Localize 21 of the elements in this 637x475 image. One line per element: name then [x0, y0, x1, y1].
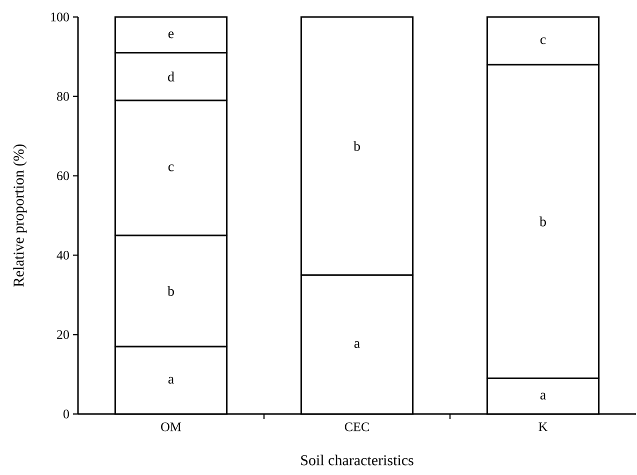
y-tick-label: 100: [51, 12, 69, 22]
x-axis-title: Soil characteristics: [301, 454, 414, 466]
data-label: b: [168, 286, 174, 296]
data-label: e: [168, 31, 174, 38]
data-label: d: [168, 72, 174, 82]
data-label: a: [354, 341, 360, 348]
data-label: b: [354, 141, 360, 151]
data-label: c: [168, 164, 174, 172]
x-tick-label: K: [538, 422, 548, 432]
y-tick-label: 0: [63, 410, 69, 418]
data-label: b: [540, 216, 546, 226]
data-label: a: [540, 392, 546, 400]
x-tick-label: OM: [161, 422, 182, 432]
y-axis-title: Relative proportion (%): [13, 144, 27, 287]
y-tick-label: 40: [56, 250, 69, 260]
y-tick-label: 60: [57, 171, 69, 180]
data-label: a: [168, 376, 174, 384]
x-tick-label: CEC: [344, 422, 369, 432]
y-tick-label: 80: [56, 92, 69, 101]
data-label: c: [540, 37, 546, 44]
y-tick-label: 20: [57, 330, 69, 339]
